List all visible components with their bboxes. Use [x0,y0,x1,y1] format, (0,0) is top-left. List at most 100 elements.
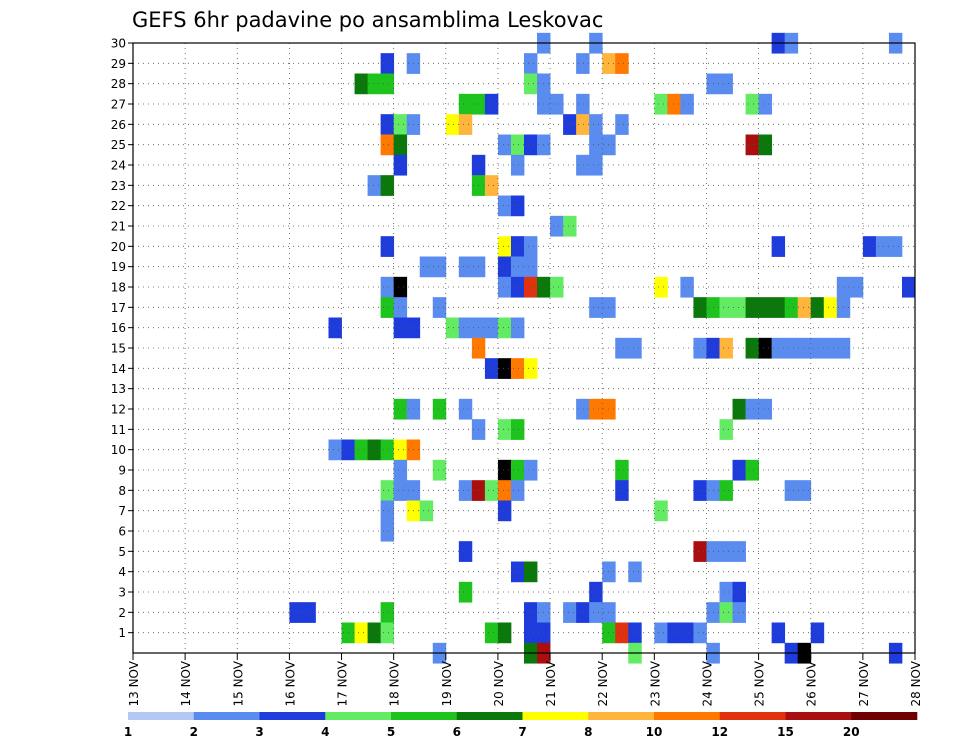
heatmap-cell [393,276,408,298]
heatmap-cell [745,337,759,359]
heatmap-cell [654,622,668,644]
heatmap-cell [510,256,525,278]
heatmap-cell [510,358,525,379]
heatmap-cell [380,622,395,644]
heatmap-cell [419,500,434,522]
y-tick-label: 9 [118,464,126,478]
heatmap-cell [589,114,603,135]
heatmap-cell [732,581,746,603]
heatmap-cell [497,256,512,278]
heatmap-cell [393,154,408,176]
colorbar-swatch [719,712,786,720]
x-tick-label: 27 NOV [857,660,871,706]
colorbar-swatch [654,712,721,720]
heatmap-cell [732,459,746,481]
colorbar-label: 2 [190,725,198,739]
heatmap-cell [458,93,473,115]
y-tick-label: 5 [118,545,126,559]
heatmap-cell [693,480,707,501]
heatmap-cell [393,114,408,135]
heatmap-cell [432,256,447,278]
heatmap-cell [380,73,395,95]
heatmap-cell [719,581,733,603]
y-tick-label: 21 [111,220,126,234]
heatmap-cell [380,53,395,74]
heatmap-cell [524,73,538,95]
heatmap-cell [497,276,512,298]
heatmap-cell [393,480,408,501]
heatmap-cell [510,480,525,501]
heatmap-cell [628,337,642,359]
heatmap-cell [797,480,812,501]
heatmap-cell [719,480,733,501]
heatmap-cell [576,602,590,623]
heatmap-cell [367,439,382,461]
colorbar-swatch [193,712,260,720]
heatmap-cell [497,134,512,156]
heatmap-cell [328,317,342,339]
heatmap-cell [758,134,773,156]
heatmap-cell [758,337,773,359]
x-tick-label: 21 NOV [544,660,558,706]
heatmap-cell [380,134,395,156]
heatmap-cell [432,297,447,318]
heatmap-cell [524,358,538,379]
heatmap-cell [680,622,694,644]
heatmap-cell [393,459,408,481]
heatmap-cell [550,93,564,115]
heatmap-cell [484,480,499,501]
heatmap-cell [289,602,303,623]
colorbar-swatch [456,712,523,720]
y-tick-label: 19 [111,260,126,274]
y-tick-label: 17 [111,301,126,315]
heatmap-cell [302,602,316,623]
heatmap-cell [484,175,499,196]
heatmap-cell [497,195,512,217]
heatmap-cell [458,581,473,603]
heatmap-cell [615,114,629,135]
heatmap-cell [458,398,473,420]
colorbar-label: 7 [518,725,526,739]
heatmap-cell [797,297,812,318]
heatmap-cell [367,175,382,196]
heatmap-cell [862,236,877,257]
colorbar-swatch [588,712,655,720]
heatmap-cell [615,337,629,359]
heatmap-cell [589,581,603,603]
y-tick-label: 28 [111,77,126,91]
heatmap-cell [719,602,733,623]
heatmap-cell [524,134,538,156]
heatmap-cells [289,32,916,664]
y-tick-label: 27 [111,98,126,112]
heatmap-cell [589,398,603,420]
heatmap-cell [419,256,434,278]
heatmap-cell [445,114,460,135]
heatmap-cell [628,561,642,583]
heatmap-cell [576,93,590,115]
heatmap-cell [497,419,512,440]
heatmap-cell [510,154,525,176]
heatmap-cell [510,195,525,217]
heatmap-cell [380,500,395,522]
heatmap-cell [615,480,629,501]
y-axis: 1234567891011121314151617181920212223242… [111,37,133,640]
y-tick-label: 1 [118,626,126,640]
y-tick-label: 23 [111,179,126,193]
heatmap-cell [732,297,746,318]
heatmap-cell [628,622,642,644]
heatmap-cell [758,398,773,420]
heatmap-cell [732,398,746,420]
heatmap-cell [354,73,368,95]
heatmap-cell [497,358,512,379]
colorbar-label: 3 [255,725,263,739]
heatmap-cell [458,114,473,135]
heatmap-cell [458,541,473,562]
x-tick-label: 19 NOV [440,660,454,706]
heatmap-cell [563,215,577,237]
colorbar-swatch [391,712,458,720]
heatmap-cell [654,276,668,298]
heatmap-cell [745,398,759,420]
heatmap-cell [524,459,538,481]
heatmap-cell [367,73,382,95]
colorbar-label: 8 [584,725,592,739]
